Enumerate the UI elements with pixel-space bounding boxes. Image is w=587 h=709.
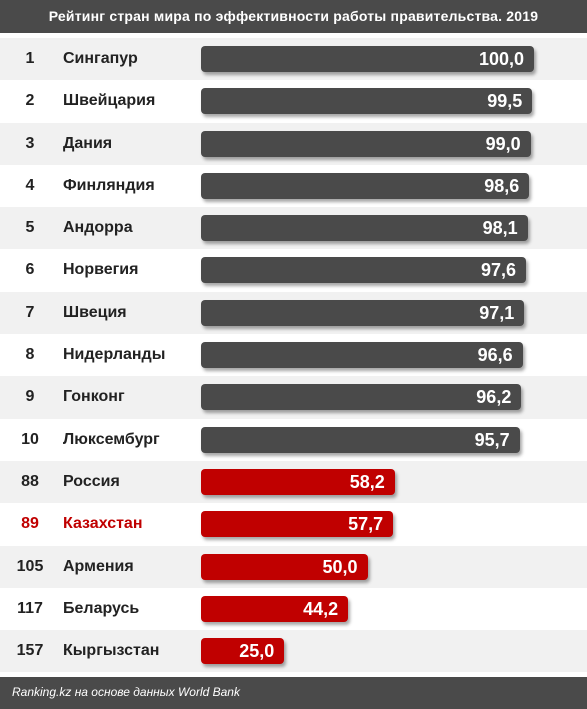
data-label: 98,1: [482, 218, 518, 239]
chart-row: 117 Беларусь 44,2: [0, 588, 587, 630]
rank-label: 7: [25, 303, 35, 321]
chart-row: 6 Норвегия 97,6: [0, 249, 587, 291]
bar: 25,0: [201, 638, 285, 665]
chart-title: Рейтинг стран мира по эффективности рабо…: [0, 0, 587, 33]
chart-row: 88 Россия 58,2: [0, 460, 587, 504]
rank-label: 88: [21, 472, 39, 490]
bar: 96,2: [201, 384, 522, 411]
category-label: Беларусь: [63, 599, 140, 617]
chart-row: 9 Гонконг 96,2: [0, 376, 587, 419]
rank-label: 2: [25, 92, 35, 110]
category-label: Сингапур: [63, 50, 138, 67]
chart-rows: 1 Сингапур 100,0 2 Швейцария 99,5 3 Дания 99,0 4 Ф…: [0, 38, 587, 673]
bar: 99,5: [201, 88, 533, 115]
category-label: Дания: [63, 134, 113, 152]
bar: 97,1: [201, 299, 525, 326]
category-label: Швеция: [63, 303, 127, 321]
data-label: 57,7: [348, 514, 384, 535]
data-label: 98,6: [484, 175, 520, 196]
data-label: 25,0: [239, 641, 275, 662]
data-label: 44,2: [303, 598, 339, 619]
bar: 98,6: [201, 172, 530, 199]
chart-row: 157 Кыргызстан 25,0: [0, 630, 587, 673]
data-label: 99,5: [487, 91, 523, 112]
bar: 98,1: [201, 215, 528, 242]
bar: 57,7: [201, 511, 394, 538]
data-label: 58,2: [349, 471, 385, 492]
rank-label: 89: [21, 515, 39, 533]
category-label: Швейцария: [63, 92, 156, 110]
category-label: Финляндия: [63, 176, 155, 194]
category-label: Россия: [63, 472, 120, 490]
chart-row: 1 Сингапур 100,0: [0, 38, 587, 81]
category-label: Люксембург: [63, 430, 160, 448]
bar: 50,0: [201, 553, 368, 580]
chart-row: 89 Казахстан 57,7: [0, 503, 587, 545]
source-text: Ranking.kz на основе данных World Bank: [12, 685, 240, 699]
chart-row: 4 Финляндия 98,6: [0, 165, 587, 207]
rank-label: 105: [16, 557, 44, 575]
rank-label: 10: [21, 430, 39, 448]
data-label: 99,0: [485, 133, 521, 154]
bar: 97,6: [201, 257, 526, 284]
rank-label: 157: [16, 642, 44, 660]
rank-label: 4: [25, 176, 35, 194]
bar: 95,7: [201, 426, 520, 453]
rank-label: 5: [25, 219, 35, 237]
data-label: 96,2: [476, 387, 512, 408]
data-label: 95,7: [474, 429, 510, 450]
category-label: Нидерланды: [63, 346, 166, 364]
category-label: Казахстан: [63, 515, 143, 533]
data-label: 100,0: [478, 49, 524, 69]
category-label: Гонконг: [63, 388, 125, 406]
chart-row: 105 Армения 50,0: [0, 545, 587, 588]
bar: 58,2: [201, 468, 395, 495]
category-label: Кыргызстан: [63, 642, 160, 660]
chart-row: 2 Швейцария 99,5: [0, 80, 587, 122]
rank-label: 3: [25, 134, 35, 152]
rank-label: 117: [17, 599, 43, 617]
data-label: 50,0: [322, 556, 358, 577]
rank-label: 8: [25, 346, 35, 364]
rank-label: 1: [25, 50, 35, 67]
bar: 96,6: [201, 342, 523, 369]
category-label: Норвегия: [63, 261, 139, 279]
bar: 99,0: [201, 130, 531, 157]
rank-label: 6: [25, 261, 35, 279]
source-footer: Ranking.kz на основе данных World Bank: [0, 677, 587, 709]
data-label: 96,6: [477, 345, 513, 366]
category-label: Андорра: [63, 219, 133, 237]
chart-row: 3 Дания 99,0: [0, 122, 587, 165]
chart-row: 8 Нидерланды 96,6: [0, 334, 587, 376]
bar: 44,2: [201, 595, 349, 622]
data-label: 97,6: [480, 260, 516, 281]
chart-row: 10 Люксембург 95,7: [0, 419, 587, 461]
chart-row: 7 Швеция 97,1: [0, 291, 587, 335]
chart-row: 5 Андорра 98,1: [0, 207, 587, 250]
data-label: 97,1: [479, 302, 515, 323]
category-label: Армения: [63, 557, 134, 575]
rank-label: 9: [25, 388, 35, 406]
bar: 100,0: [201, 46, 534, 72]
